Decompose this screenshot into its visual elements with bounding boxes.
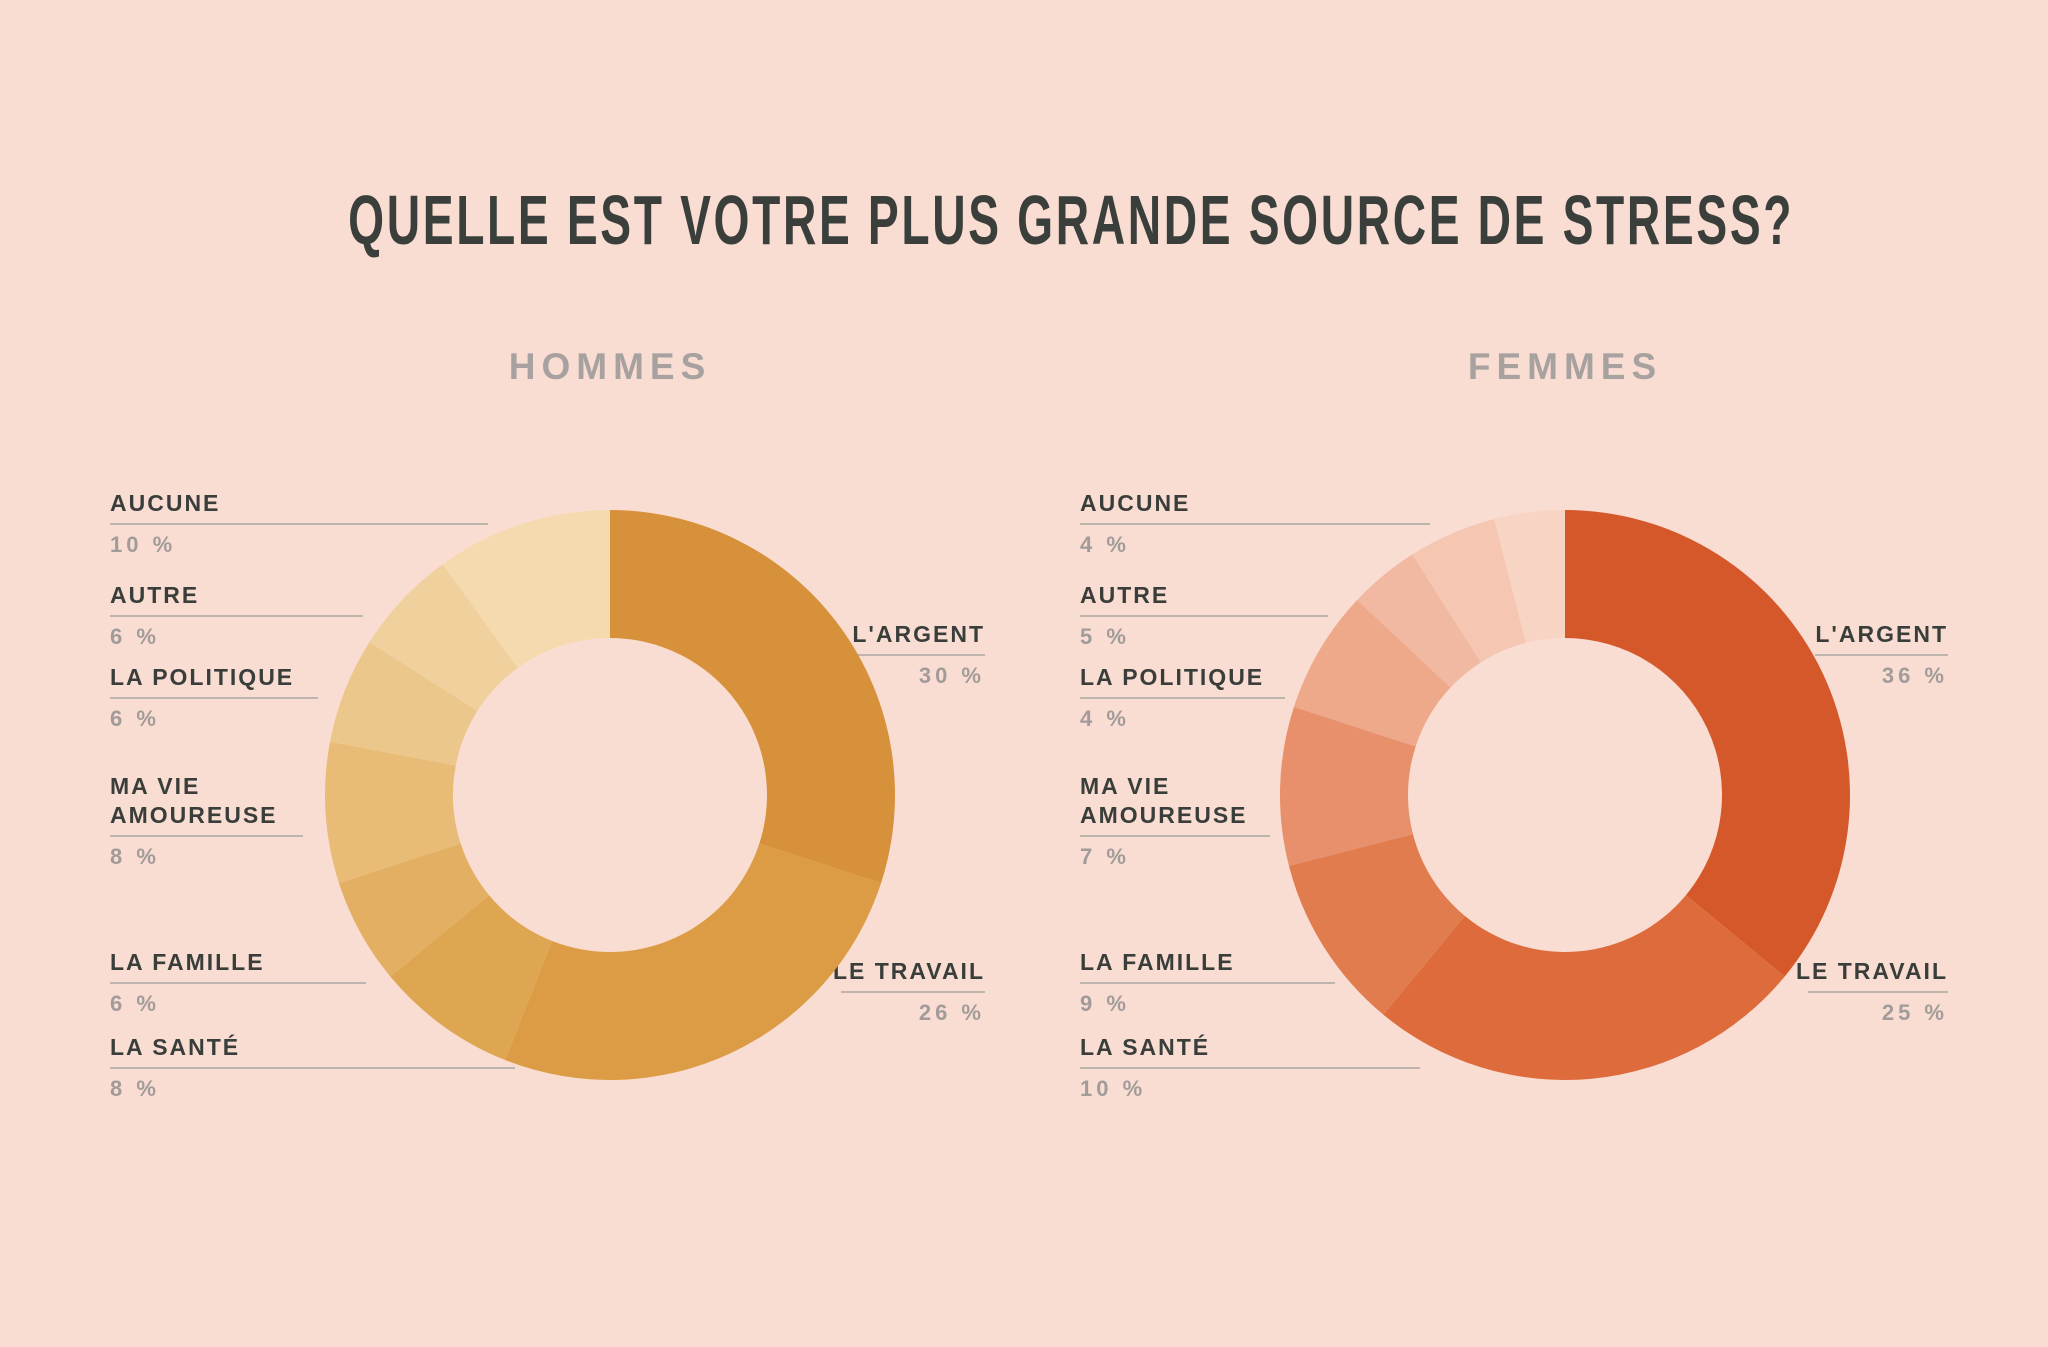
category-percent: 30 % [918, 663, 985, 688]
category-label-la-politique-femmes: LA POLITIQUE 4 % [1080, 663, 1500, 732]
leader-line [110, 615, 363, 617]
leader-line [110, 835, 303, 837]
category-name: LA POLITIQUE [1080, 664, 1265, 690]
slice-hommes-aucune [442, 510, 610, 668]
slice-hommes-l-argent [610, 510, 895, 884]
category-percent: 36 % [1881, 663, 1948, 688]
category-percent: 5 % [1080, 624, 1130, 649]
category-label-ma-vie-amoureuse-hommes: MA VIE AMOUREUSE 8 % [110, 772, 530, 870]
category-label-le-travail-femmes: LE TRAVAIL 25 % [1688, 957, 1948, 1026]
category-percent: 4 % [1080, 532, 1130, 557]
leader-line [1080, 615, 1328, 617]
slice-hommes-autre [369, 564, 518, 711]
category-label-aucune-hommes: AUCUNE 10 % [110, 489, 530, 558]
leader-line [1815, 654, 1948, 656]
category-label-autre-hommes: AUTRE 6 % [110, 581, 530, 650]
leader-line [841, 991, 985, 993]
donut-chart-femmes [1279, 510, 1851, 1081]
slice-femmes-aucune [1494, 510, 1565, 643]
category-label-la-famille-femmes: LA FAMILLE 9 % [1080, 948, 1500, 1017]
category-name: LA POLITIQUE [110, 664, 295, 690]
category-percent: 10 % [1080, 1076, 1147, 1101]
slice-femmes-le-travail [1383, 895, 1785, 1081]
category-name: LA SANTÉ [1080, 1034, 1211, 1060]
category-name: AUTRE [110, 582, 200, 608]
category-percent: 8 % [110, 844, 160, 869]
leader-line [848, 654, 985, 656]
category-name: LA SANTÉ [110, 1034, 241, 1060]
donut-chart-hommes [325, 510, 895, 1081]
leader-line [1080, 835, 1270, 837]
category-label-le-travail-hommes: LE TRAVAIL 26 % [725, 957, 985, 1026]
leader-line [1080, 697, 1285, 699]
category-name: AUCUNE [1080, 490, 1191, 516]
slice-hommes-ma-vie-amoureuse [325, 741, 461, 884]
slice-femmes-la-sante [1288, 834, 1465, 1015]
category-percent: 4 % [1080, 706, 1130, 731]
leader-line [110, 523, 488, 525]
category-percent: 8 % [110, 1076, 160, 1101]
category-percent: 9 % [1080, 991, 1130, 1016]
category-percent: 26 % [918, 1000, 985, 1025]
category-name: MA VIE AMOUREUSE [110, 773, 278, 828]
leader-line [110, 982, 366, 984]
slice-femmes-la-famille [1279, 706, 1416, 866]
slice-hommes-la-famille [338, 843, 490, 977]
category-name: L'ARGENT [1815, 621, 1948, 647]
category-percent: 25 % [1881, 1000, 1948, 1025]
category-name: LA FAMILLE [110, 949, 265, 975]
leader-line [110, 1067, 515, 1069]
slice-hommes-la-politique [330, 642, 478, 766]
slice-hommes-la-sante [390, 895, 553, 1060]
leader-line [110, 697, 318, 699]
category-label-l-argent-femmes: L'ARGENT 36 % [1688, 620, 1948, 689]
category-name: AUTRE [1080, 582, 1170, 608]
category-percent: 10 % [110, 532, 177, 557]
category-name: L'ARGENT [852, 621, 985, 647]
slice-femmes-autre [1412, 518, 1526, 663]
leader-line [1080, 1067, 1420, 1069]
category-name: LE TRAVAIL [1795, 958, 1948, 984]
category-percent: 6 % [110, 624, 160, 649]
category-label-la-sante-femmes: LA SANTÉ 10 % [1080, 1033, 1500, 1102]
category-label-autre-femmes: AUTRE 5 % [1080, 581, 1500, 650]
category-name: LE TRAVAIL [832, 958, 985, 984]
category-label-la-sante-hommes: LA SANTÉ 8 % [110, 1033, 530, 1102]
chart-subtitle-hommes: HOMMES [508, 346, 712, 387]
category-percent: 6 % [110, 706, 160, 731]
slice-femmes-ma-vie-amoureuse [1293, 599, 1451, 747]
category-label-la-famille-hommes: LA FAMILLE 6 % [110, 948, 530, 1017]
category-name: MA VIE AMOUREUSE [1080, 773, 1248, 828]
slice-hommes-le-travail [505, 843, 882, 1081]
leader-line [1808, 991, 1948, 993]
leader-line [1080, 523, 1430, 525]
chart-subtitle-femmes: FEMMES [1467, 346, 1663, 387]
slice-femmes-la-politique [1357, 554, 1481, 688]
leader-line [1080, 982, 1335, 984]
category-label-l-argent-hommes: L'ARGENT 30 % [725, 620, 985, 689]
slice-femmes-l-argent [1565, 510, 1851, 977]
category-percent: 7 % [1080, 844, 1130, 869]
page-title: QUELLE EST VOTRE PLUS GRANDE SOURCE DE S… [348, 181, 1795, 259]
category-name: LA FAMILLE [1080, 949, 1235, 975]
category-name: AUCUNE [110, 490, 221, 516]
category-label-ma-vie-amoureuse-femmes: MA VIE AMOUREUSE 7 % [1080, 772, 1500, 870]
category-label-la-politique-hommes: LA POLITIQUE 6 % [110, 663, 530, 732]
category-percent: 6 % [110, 991, 160, 1016]
category-label-aucune-femmes: AUCUNE 4 % [1080, 489, 1500, 558]
